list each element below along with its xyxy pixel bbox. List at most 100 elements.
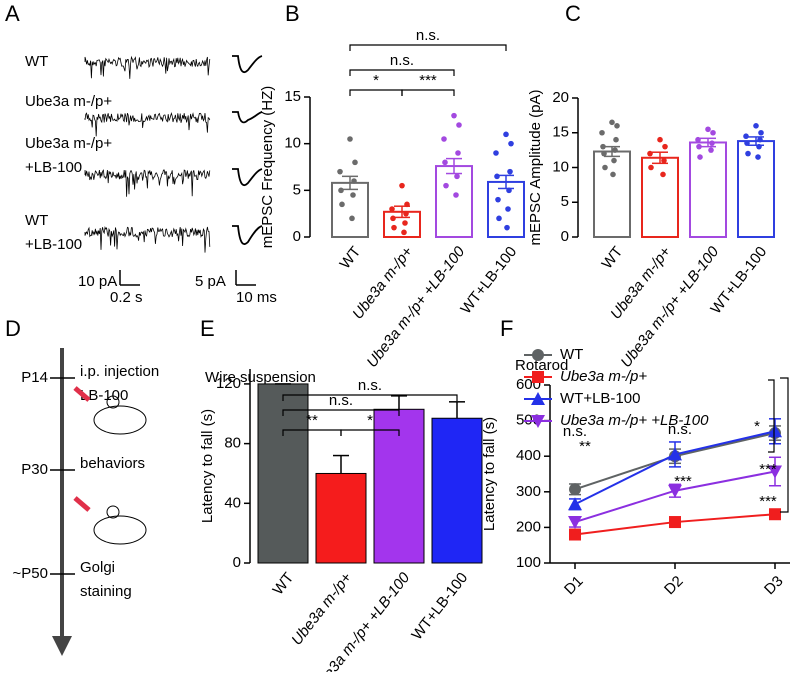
data-point: [757, 136, 763, 143]
data-point: [504, 224, 510, 231]
data-point: [610, 171, 616, 178]
timeline-arrowhead: [52, 636, 72, 656]
average-trace: [232, 168, 263, 186]
y-tick-label: 80: [224, 435, 241, 452]
data-point: [443, 182, 449, 189]
data-point: [456, 122, 462, 128]
significance-bracket: [780, 377, 789, 513]
data-point: [338, 187, 344, 194]
trace: [84, 169, 211, 197]
data-point: [660, 171, 666, 178]
data-point: [647, 150, 653, 157]
data-point: [611, 157, 617, 164]
bar: [435, 165, 473, 238]
trace-label: WT: [25, 212, 48, 229]
x-tick-label: Ube3a m-/p+ +LB-100: [363, 243, 468, 371]
data-point: [494, 173, 500, 180]
data-point: [755, 154, 761, 160]
data-point: [600, 143, 606, 150]
data-point: [601, 150, 607, 157]
y-tick-label: 15: [552, 124, 569, 141]
data-point: [352, 159, 358, 166]
data-point: [768, 424, 782, 438]
significance-bracket: [349, 69, 455, 76]
data-point: [697, 154, 703, 160]
data-point: [493, 150, 499, 156]
syringe: [73, 386, 91, 402]
significance-label: ***: [759, 493, 777, 510]
data-point: [389, 206, 395, 212]
x-tick-label: Ube3a m-/p+: [288, 569, 355, 648]
significance-label: *: [754, 418, 760, 435]
data-point: [612, 147, 618, 153]
trace-label: Ube3a m-/p+: [25, 135, 112, 152]
significance-label: n.s.: [390, 52, 414, 69]
x-tick-label: D2: [661, 573, 687, 599]
chart-title: Rotarod: [515, 357, 568, 374]
mouse-ear: [106, 395, 120, 409]
significance-label: **: [579, 438, 591, 455]
trace: [84, 55, 211, 79]
data-point: [403, 210, 409, 217]
y-tick-label: 40: [224, 494, 241, 511]
data-point: [756, 143, 762, 150]
data-point: [569, 483, 581, 496]
bar: [331, 181, 369, 239]
average-trace: [232, 55, 263, 73]
data-point: [648, 164, 654, 171]
bar: [431, 417, 483, 564]
legend-marker: [532, 371, 544, 383]
data-point: [454, 173, 460, 180]
trace: [84, 226, 211, 253]
data-point: [390, 215, 396, 222]
y-axis-label: Latency to fall (s): [199, 409, 216, 523]
significance-bracket: [401, 89, 455, 96]
data-point: [710, 129, 716, 136]
timeline-time: ~P50: [13, 565, 48, 582]
average-trace: [232, 111, 263, 124]
significance-label: n.s.: [358, 377, 382, 394]
data-point: [453, 192, 459, 198]
bar: [315, 472, 367, 564]
mouse: [93, 515, 147, 545]
data-point: [442, 159, 448, 166]
data-point: [351, 178, 357, 184]
data-point: [613, 136, 619, 143]
bar: [641, 156, 679, 239]
data-point: [568, 497, 582, 511]
y-tick-label: 100: [516, 554, 541, 571]
scale-label: 10 pA: [78, 273, 117, 290]
syringe: [73, 496, 91, 512]
significance-label: n.s.: [563, 423, 587, 440]
data-point: [668, 447, 682, 461]
data-point: [441, 136, 447, 142]
data-point: [744, 140, 750, 146]
data-point: [745, 150, 751, 157]
legend-label: Ube3a m-/p+ +LB-100: [560, 412, 709, 429]
data-point: [391, 224, 397, 231]
significance-label: *: [367, 412, 373, 429]
data-point: [337, 168, 343, 175]
y-axis-label: mEPSC Amplitude (pA): [527, 90, 544, 246]
data-point: [569, 528, 581, 541]
y-tick-label: 120: [216, 375, 241, 392]
y-tick-label: 10: [552, 158, 569, 175]
x-tick-label: WT: [599, 243, 627, 272]
x-tick-label: WT: [270, 569, 298, 598]
y-tick-label: 400: [516, 447, 541, 464]
scale-label: 10 ms: [236, 289, 277, 306]
data-point: [401, 229, 407, 236]
data-point: [508, 140, 514, 147]
x-tick-label: WT: [337, 243, 365, 272]
y-tick-label: 0: [233, 554, 241, 571]
data-point: [347, 136, 353, 142]
data-point: [709, 140, 715, 146]
panel-label: B: [285, 1, 300, 26]
data-point: [404, 201, 410, 208]
y-tick-label: 10: [284, 135, 301, 152]
trace: [84, 112, 211, 137]
data-point: [668, 484, 682, 498]
mouse: [93, 405, 147, 435]
average-trace: [232, 225, 263, 245]
